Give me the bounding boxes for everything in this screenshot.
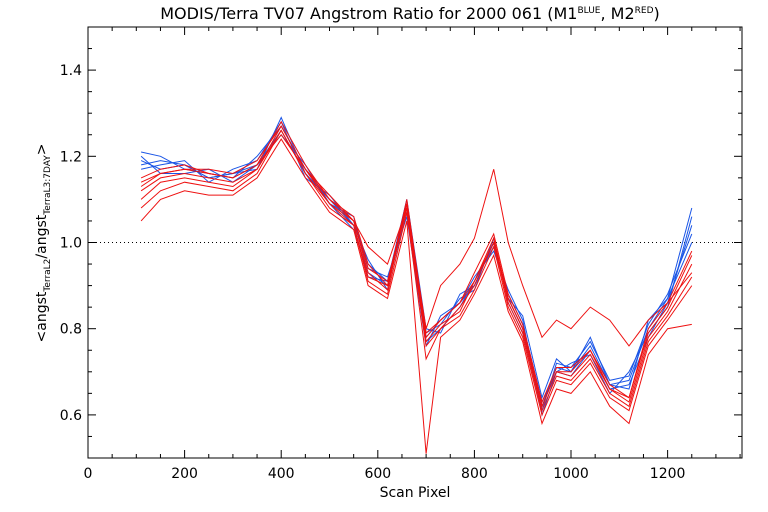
series-line-m1-4 [140,116,693,400]
y-tick-label: 1.2 [60,149,82,165]
series-line-m2-10 [140,129,693,413]
x-axis-label: Scan Pixel [380,485,451,501]
x-tick-label: 600 [364,466,391,482]
y-tick-label: 0.6 [60,408,82,424]
y-axis-label: <angstTerraL2/angstTerraL3:7DAY> [34,144,53,343]
x-tick-label: 0 [84,466,93,482]
y-tick-label: 0.8 [60,322,82,338]
plot-frame [87,26,743,459]
y-tick-label: 1.0 [60,236,82,252]
x-tick-label: 200 [171,466,198,482]
x-tick-label: 800 [461,466,488,482]
chart-title: MODIS/Terra TV07 Angstrom Ratio for 2000… [160,4,660,23]
series-line-m2-8 [140,138,692,454]
series-line-m2-11 [140,133,693,408]
series-line-m2-9 [140,125,693,347]
x-tick-label: 1200 [650,466,686,482]
x-tick-label: 400 [268,466,295,482]
series-line-m2-5 [140,125,693,408]
x-tick-label: 1000 [553,466,589,482]
y-tick-label: 1.4 [60,63,82,79]
